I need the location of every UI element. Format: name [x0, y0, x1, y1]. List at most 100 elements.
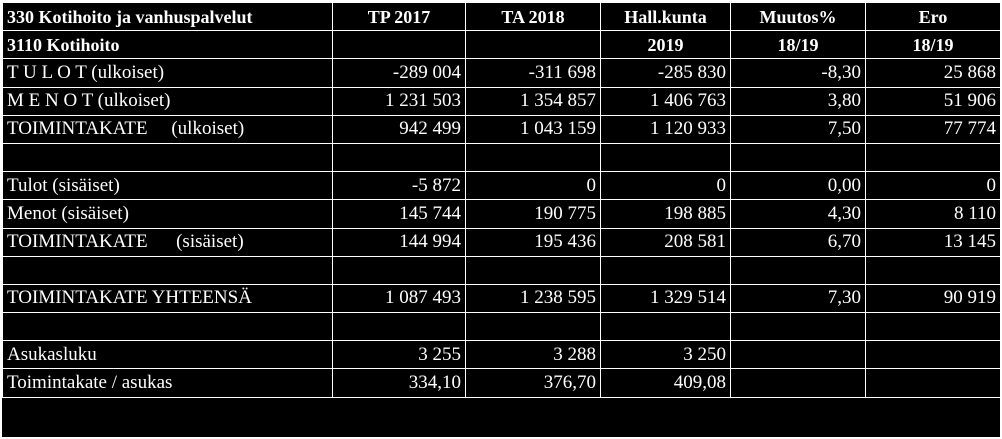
header-cell-tp2017[interactable]: TP 2017 — [332, 1, 466, 32]
muutos-cell[interactable]: 7,50 — [730, 114, 866, 144]
muutos-cell[interactable] — [730, 312, 866, 342]
tp2017-cell[interactable]: 145 744 — [332, 199, 466, 229]
ta2018-cell[interactable]: 3 288 — [465, 340, 601, 370]
hallkunta-cell[interactable]: 198 885 — [600, 199, 731, 229]
header-cell-muutos-period[interactable]: 18/19 — [730, 30, 866, 60]
table-row: TOIMINTAKATE YHTEENSÄ 1 087 493 1 238 595 1… — [2, 283, 1001, 314]
hallkunta-cell[interactable]: 1 120 933 — [600, 114, 731, 144]
header-cell-unit[interactable]: 3110 Kotihoito — [2, 30, 333, 60]
header-cell-hallkunta[interactable]: Hall.kunta — [600, 1, 731, 32]
ero-cell[interactable] — [865, 312, 1001, 342]
row-label-cell[interactable] — [2, 142, 333, 173]
ta2018-cell[interactable]: 0 — [465, 171, 601, 201]
header-cell-empty-2[interactable] — [465, 30, 601, 60]
tp2017-cell[interactable] — [332, 255, 466, 285]
row-label-cell[interactable]: Asukasluku — [2, 340, 333, 370]
header-row-1: 330 Kotihoito ja vanhuspalvelut TP 2017 … — [2, 1, 1001, 32]
table-row — [2, 312, 1001, 342]
tp2017-cell[interactable]: 1 087 493 — [332, 283, 466, 314]
ero-cell[interactable]: 0 — [865, 171, 1001, 201]
ta2018-cell[interactable] — [465, 255, 601, 285]
header-cell-empty-1[interactable] — [332, 30, 466, 60]
hallkunta-cell[interactable] — [600, 255, 731, 285]
ero-cell[interactable]: 77 774 — [865, 114, 1001, 144]
header-row-2: 3110 Kotihoito 2019 18/19 18/19 — [2, 30, 1001, 60]
ta2018-cell[interactable]: 1 354 857 — [465, 86, 601, 116]
header-cell-ta2018[interactable]: TA 2018 — [465, 1, 601, 32]
muutos-cell[interactable] — [730, 255, 866, 285]
muutos-cell[interactable]: 4,30 — [730, 199, 866, 229]
row-label-cell[interactable]: M E N O T (ulkoiset) — [2, 86, 333, 116]
ta2018-cell[interactable]: -311 698 — [465, 58, 601, 88]
tp2017-cell[interactable]: 334,10 — [332, 368, 466, 398]
hallkunta-cell[interactable]: 0 — [600, 171, 731, 201]
ero-cell[interactable] — [865, 255, 1001, 285]
muutos-cell[interactable]: 0,00 — [730, 171, 866, 201]
table-row: Tulot (sisäiset) -5 872 0 0 0,00 0 — [2, 171, 1001, 201]
table-row — [2, 142, 1001, 173]
ero-cell[interactable]: 8 110 — [865, 199, 1001, 229]
row-label-cell[interactable]: Toimintakate / asukas — [2, 368, 333, 398]
hallkunta-cell[interactable]: 3 250 — [600, 340, 731, 370]
ero-cell[interactable]: 13 145 — [865, 227, 1001, 257]
table-row — [2, 255, 1001, 285]
muutos-cell[interactable] — [730, 142, 866, 173]
tp2017-cell[interactable]: 3 255 — [332, 340, 466, 370]
tp2017-cell[interactable]: 1 231 503 — [332, 86, 466, 116]
row-label-cell[interactable]: TOIMINTAKATE YHTEENSÄ — [2, 283, 333, 314]
tp2017-cell[interactable]: -289 004 — [332, 58, 466, 88]
header-cell-muutos[interactable]: Muutos% — [730, 1, 866, 32]
muutos-cell[interactable]: -8,30 — [730, 58, 866, 88]
hallkunta-cell[interactable]: 409,08 — [600, 368, 731, 398]
row-label-cell[interactable]: TOIMINTAKATE (sisäiset) — [2, 227, 333, 257]
hallkunta-cell[interactable]: 208 581 — [600, 227, 731, 257]
header-cell-ero-period[interactable]: 18/19 — [865, 30, 1001, 60]
ta2018-cell[interactable]: 1 043 159 — [465, 114, 601, 144]
muutos-cell[interactable]: 7,30 — [730, 283, 866, 314]
ero-cell[interactable] — [865, 142, 1001, 173]
ta2018-cell[interactable] — [465, 312, 601, 342]
table-row: T U L O T (ulkoiset) -289 004 -311 698 -285… — [2, 58, 1001, 88]
muutos-cell[interactable]: 3,80 — [730, 86, 866, 116]
ero-cell[interactable] — [865, 340, 1001, 370]
hallkunta-cell[interactable] — [600, 312, 731, 342]
data-rows: T U L O T (ulkoiset) -289 004 -311 698 -285… — [2, 58, 1001, 398]
hallkunta-cell[interactable]: 1 406 763 — [600, 86, 731, 116]
table-row: Asukasluku 3 255 3 288 3 250 — [2, 340, 1001, 370]
row-label-cell[interactable] — [2, 312, 333, 342]
tp2017-cell[interactable] — [332, 142, 466, 173]
muutos-cell[interactable] — [730, 368, 866, 398]
ta2018-cell[interactable]: 1 238 595 — [465, 283, 601, 314]
header-cell-department[interactable]: 330 Kotihoito ja vanhuspalvelut — [2, 1, 333, 32]
hallkunta-cell[interactable]: -285 830 — [600, 58, 731, 88]
row-label-cell[interactable]: Menot (sisäiset) — [2, 199, 333, 229]
table-row: TOIMINTAKATE (sisäiset) 144 994 195 436 208… — [2, 227, 1001, 257]
header-cell-ero[interactable]: Ero — [865, 1, 1001, 32]
ta2018-cell[interactable] — [465, 142, 601, 173]
table-row: Menot (sisäiset) 145 744 190 775 198 885 4,3… — [2, 199, 1001, 229]
muutos-cell[interactable] — [730, 340, 866, 370]
row-label-cell[interactable]: Tulot (sisäiset) — [2, 171, 333, 201]
hallkunta-cell[interactable] — [600, 142, 731, 173]
tp2017-cell[interactable] — [332, 312, 466, 342]
table-row: TOIMINTAKATE (ulkoiset) 942 499 1 043 159 1… — [2, 114, 1001, 144]
row-label-cell[interactable] — [2, 255, 333, 285]
ero-cell[interactable] — [865, 368, 1001, 398]
row-label-cell[interactable]: TOIMINTAKATE (ulkoiset) — [2, 114, 333, 144]
ero-cell[interactable]: 25 868 — [865, 58, 1001, 88]
ero-cell[interactable]: 51 906 — [865, 86, 1001, 116]
tp2017-cell[interactable]: 144 994 — [332, 227, 466, 257]
tp2017-cell[interactable]: -5 872 — [332, 171, 466, 201]
row-label-cell[interactable]: T U L O T (ulkoiset) — [2, 58, 333, 88]
table-row: Toimintakate / asukas 334,10 376,70 409,08 — [2, 368, 1001, 398]
budget-table: 330 Kotihoito ja vanhuspalvelut TP 2017 … — [2, 1, 1001, 398]
tp2017-cell[interactable]: 942 499 — [332, 114, 466, 144]
ta2018-cell[interactable]: 376,70 — [465, 368, 601, 398]
header-cell-year[interactable]: 2019 — [600, 30, 731, 60]
ero-cell[interactable]: 90 919 — [865, 283, 1001, 314]
ta2018-cell[interactable]: 195 436 — [465, 227, 601, 257]
muutos-cell[interactable]: 6,70 — [730, 227, 866, 257]
hallkunta-cell[interactable]: 1 329 514 — [600, 283, 731, 314]
ta2018-cell[interactable]: 190 775 — [465, 199, 601, 229]
